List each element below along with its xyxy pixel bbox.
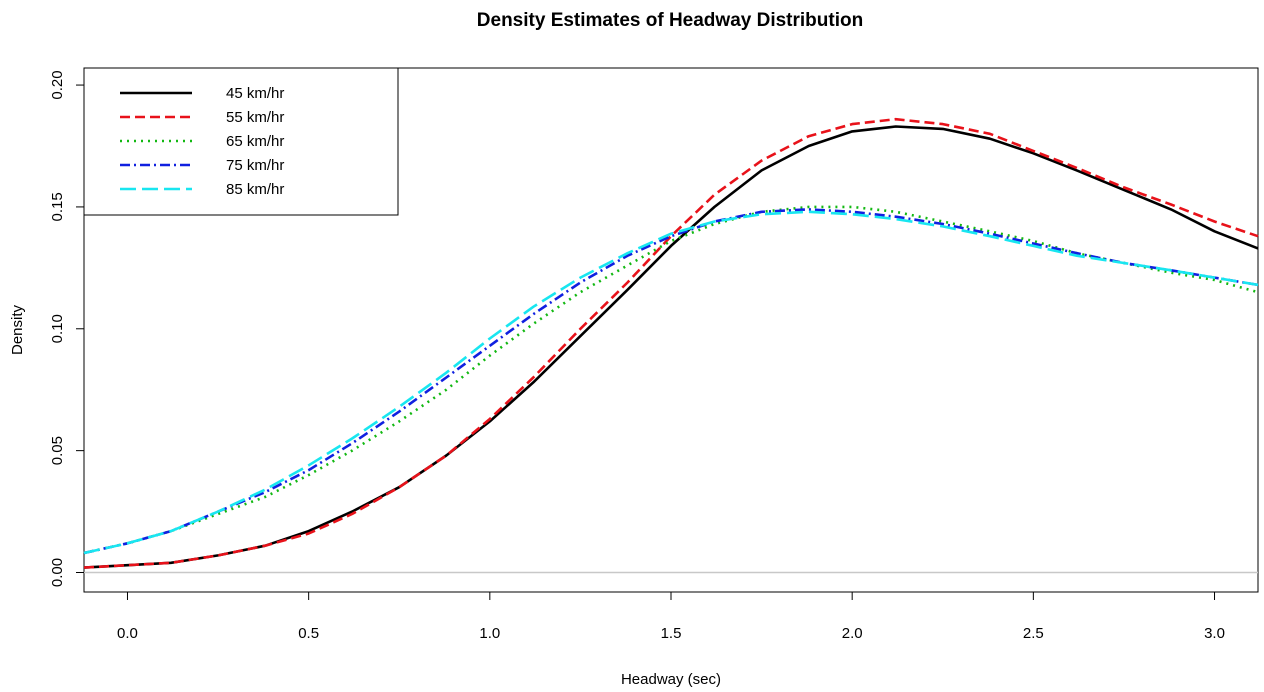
- x-tick-label: 0.5: [298, 625, 319, 642]
- x-tick-label: 1.5: [661, 625, 682, 642]
- legend: 45 km/hr 55 km/hr 65 km/hr 75 km/hr 85 km/hr: [84, 68, 398, 215]
- x-tick-label: 2.5: [1023, 625, 1044, 642]
- series-line-85-kmhr: [84, 212, 1258, 553]
- legend-label: 75 km/hr: [226, 157, 284, 174]
- y-tick-label: 0.05: [49, 436, 66, 465]
- x-axis: 0.0 0.5 1.0 1.5 2.0 2.5 3.0: [117, 592, 1225, 642]
- series-line-65-kmhr: [84, 207, 1258, 553]
- y-axis: 0.00 0.05 0.10 0.15 0.20: [49, 70, 84, 587]
- x-tick-label: 1.0: [479, 625, 500, 642]
- series-line-75-kmhr: [84, 209, 1258, 553]
- y-tick-label: 0.15: [49, 192, 66, 221]
- x-tick-label: 3.0: [1204, 625, 1225, 642]
- x-tick-label: 2.0: [842, 625, 863, 642]
- legend-label: 45 km/hr: [226, 85, 284, 102]
- legend-label: 85 km/hr: [226, 181, 284, 198]
- chart-title: Density Estimates of Headway Distributio…: [477, 10, 863, 31]
- x-tick-label: 0.0: [117, 625, 138, 642]
- legend-label: 55 km/hr: [226, 109, 284, 126]
- y-axis-label: Density: [9, 304, 26, 355]
- legend-label: 65 km/hr: [226, 133, 284, 150]
- y-tick-label: 0.20: [49, 70, 66, 99]
- y-tick-label: 0.00: [49, 558, 66, 587]
- y-tick-label: 0.10: [49, 314, 66, 343]
- x-axis-label: Headway (sec): [621, 671, 721, 688]
